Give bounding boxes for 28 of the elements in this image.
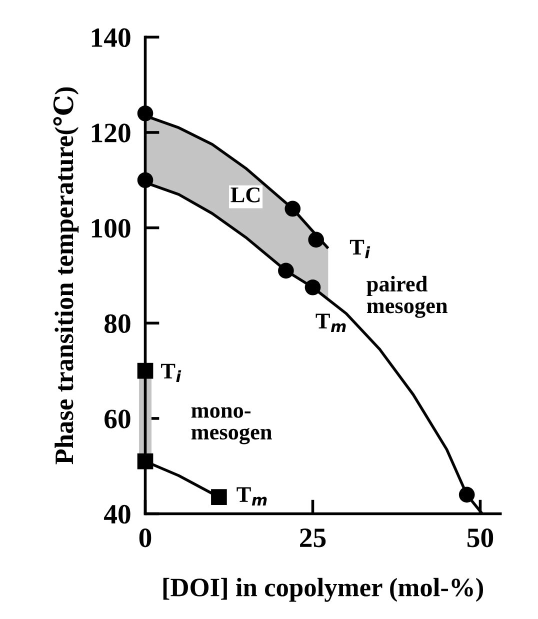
y-tick-label: 60 [104, 410, 130, 428]
annotation: LC [230, 187, 260, 202]
point [458, 486, 475, 503]
point [137, 105, 154, 122]
annotation: T$_{m}$ [316, 314, 346, 332]
x-tick-label: 25 [300, 528, 326, 548]
point [304, 279, 321, 296]
y-tick-label: 80 [104, 314, 130, 334]
annotation: mono- mesogen [191, 407, 272, 444]
annotation: paired mesogen [366, 276, 448, 318]
y-axis-title: Phase transition temperature(℃) [53, 87, 79, 464]
annotation: T$_{m}$ [236, 487, 267, 506]
point [278, 262, 294, 279]
y-tick-label: 40 [104, 504, 130, 524]
x-axis-title: [DOI] in copolymer (mol-%) [163, 578, 484, 602]
y-tick-label: 100 [92, 218, 130, 238]
point [137, 362, 154, 379]
annotation: T$_{i}$ [350, 240, 370, 258]
y-tick-label: 140 [92, 28, 130, 48]
point [137, 453, 154, 470]
point [137, 172, 154, 188]
point [211, 489, 227, 506]
x-tick-label: 50 [467, 528, 494, 548]
point [308, 232, 324, 248]
x-tick-label: 0 [139, 528, 152, 548]
y-tick-label: 120 [92, 124, 130, 142]
annotation: T$_{i}$ [161, 364, 182, 382]
point [284, 200, 301, 217]
